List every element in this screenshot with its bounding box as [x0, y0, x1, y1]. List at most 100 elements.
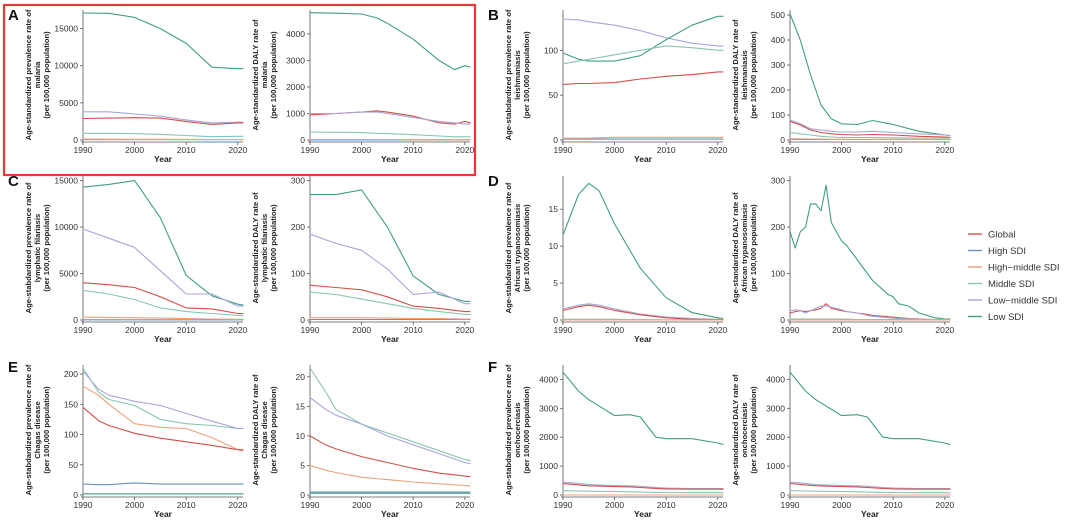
y-tick-label: 15000: [54, 176, 78, 186]
x-tick-label: 2020: [455, 325, 474, 335]
series-line-global: [789, 120, 951, 138]
y-tick-label: 5000: [59, 269, 78, 279]
legend-label: Low−middle SDI: [988, 296, 1057, 307]
x-tick-label: 2020: [708, 325, 727, 335]
y-axis-label-line: (per 100,000 population): [749, 204, 758, 292]
series-line-low-middle-sdi: [82, 370, 244, 430]
x-tick-label: 2010: [404, 325, 423, 335]
y-tick-label: 300: [771, 176, 785, 186]
legend-label: Middle SDI: [988, 279, 1034, 290]
x-tick-label: 1990: [74, 500, 93, 510]
y-tick-label: 0: [300, 315, 305, 325]
panel-letter-b: B: [488, 7, 499, 24]
y-tick-label: 300: [291, 176, 305, 186]
x-tick-label: 2000: [352, 145, 371, 155]
y-axis-label-line: Age-stabdardized prevalence rate of: [504, 182, 513, 313]
y-axis-label-line: lymphatic filariasis: [33, 214, 42, 282]
y-axis-label-line: Age-standardized DALY rate of: [731, 19, 740, 130]
chart-a-prevalence: 0 5000 10000 15000 1990 2000 2010 2020 Year Age-s…: [24, 9, 248, 164]
y-tick-label: 5000: [59, 98, 78, 108]
y-axis-label-line: (per 100,000 population): [42, 204, 51, 292]
x-axis-label: Year: [381, 334, 400, 344]
x-axis-label: Year: [154, 334, 173, 344]
y-axis-label-line: (per 100,000 population): [42, 386, 51, 474]
x-tick-label: 2010: [177, 145, 196, 155]
series-line-high-middle-sdi: [789, 138, 951, 140]
y-tick-label: 3000: [539, 403, 558, 413]
y-tick-label: 10: [549, 241, 559, 251]
y-tick-label: 1000: [286, 108, 305, 118]
y-axis-label: Age-standardized DALY rate oflymphatic f…: [251, 192, 278, 303]
y-tick-label: 15: [549, 204, 559, 214]
y-axis-label-line: Age-standardized DALY rate of: [731, 374, 740, 485]
x-tick-label: 2020: [708, 145, 727, 155]
x-tick-label: 1990: [301, 500, 320, 510]
y-axis-label-line: (per 100,000 population): [269, 386, 278, 474]
y-tick-label: 0: [553, 315, 558, 325]
y-tick-label: 200: [64, 369, 78, 379]
y-tick-label: 0: [73, 490, 78, 500]
y-axis-label-line: African trypanosomiasis: [513, 204, 522, 293]
series-line-low-middle-sdi: [82, 228, 244, 307]
y-tick-label: 10000: [54, 222, 78, 232]
x-tick-label: 2000: [352, 500, 371, 510]
y-axis-label-line: onchocerciasis: [513, 402, 522, 457]
y-axis-label-line: leishmaniasis: [740, 50, 749, 100]
series-line-middle-sdi: [82, 289, 244, 316]
x-tick-label: 1990: [301, 325, 320, 335]
y-tick-label: 100: [291, 269, 305, 279]
x-tick-label: 1990: [781, 325, 800, 335]
y-axis-label-line: malaria: [260, 61, 269, 88]
y-axis-label-line: Age-standardized DALY rate of: [251, 192, 260, 303]
x-tick-label: 2000: [125, 325, 144, 335]
chart-c-prevalence: 0 5000 10000 15000 1990 2000 2010 2020 Year Age-s…: [24, 176, 248, 344]
y-tick-label: 0: [73, 135, 78, 145]
y-axis-label-line: Age-stabdardized prevalence rate of: [504, 9, 513, 140]
x-tick-label: 1990: [301, 145, 320, 155]
y-tick-label: 5: [300, 460, 305, 470]
chart-d-prevalence: 0 5 10 15 1990 2000 2010 2020 Year Age-stabdardiz…: [504, 176, 728, 344]
series-line-middle-sdi: [562, 490, 724, 494]
y-tick-label: 15: [296, 401, 306, 411]
panel-letter-e: E: [8, 359, 18, 376]
x-tick-label: 2010: [884, 145, 903, 155]
series-line-middle-sdi: [562, 45, 724, 65]
series-line-low-middle-sdi: [309, 233, 471, 305]
y-tick-label: 4000: [766, 374, 785, 384]
chart-f-prevalence: 0 1000 2000 3000 4000 1990 2000 2010 2020 Year Age…: [504, 364, 728, 519]
y-tick-label: 3000: [766, 403, 785, 413]
legend-label: Low SDI: [988, 312, 1024, 323]
y-tick-label: 1000: [766, 461, 785, 471]
y-tick-label: 100: [544, 45, 558, 55]
legend: Global High SDI High−middle SDI Middle SDI L…: [968, 230, 1060, 323]
x-tick-label: 1990: [554, 145, 573, 155]
chart-a-daly: 0 1000 2000 3000 4000 1990 2000 2010 2020 Year Age…: [251, 10, 475, 164]
panel-letter-c: C: [8, 173, 19, 190]
highlight-box-panel-a: [2, 3, 477, 177]
y-axis-label: Age-standardized DALY rate ofChagas dise…: [251, 374, 278, 485]
series-line-middle-sdi: [789, 490, 951, 494]
chart-f-daly: 0 1000 2000 3000 4000 1990 2000 2010 2020 Year Age…: [731, 365, 955, 519]
y-tick-label: 300: [771, 60, 785, 70]
y-tick-label: 0: [780, 490, 785, 500]
y-tick-label: 2000: [539, 432, 558, 442]
series-line-low-sdi: [562, 182, 724, 320]
y-tick-label: 50: [549, 90, 559, 100]
x-tick-label: 2000: [832, 500, 851, 510]
x-tick-label: 2000: [125, 145, 144, 155]
y-tick-label: 4000: [539, 374, 558, 384]
y-axis-label: Age-stabdardized prevalence rate ofleish…: [504, 9, 531, 140]
series-line-middle-sdi: [309, 367, 471, 462]
y-axis-label-line: Chagas disease: [33, 401, 42, 458]
y-tick-label: 500: [771, 10, 785, 20]
series-line-middle-sdi: [82, 367, 244, 430]
y-axis-label: Age-standardized DALY rate ofleishmanias…: [731, 19, 758, 130]
y-axis-label: Age-stabdardized prevalence rate ofAfric…: [504, 182, 531, 313]
x-tick-label: 2000: [352, 325, 371, 335]
chart-d-daly: 0 100 200 300 1990 2000 2010 2020 Year Age-standa…: [731, 176, 955, 344]
y-axis-label-line: Age-stabdardized prevalence rate of: [24, 364, 33, 495]
panel-letter-d: D: [488, 173, 499, 190]
y-tick-label: 100: [771, 269, 785, 279]
series-line-low-sdi: [562, 15, 724, 62]
